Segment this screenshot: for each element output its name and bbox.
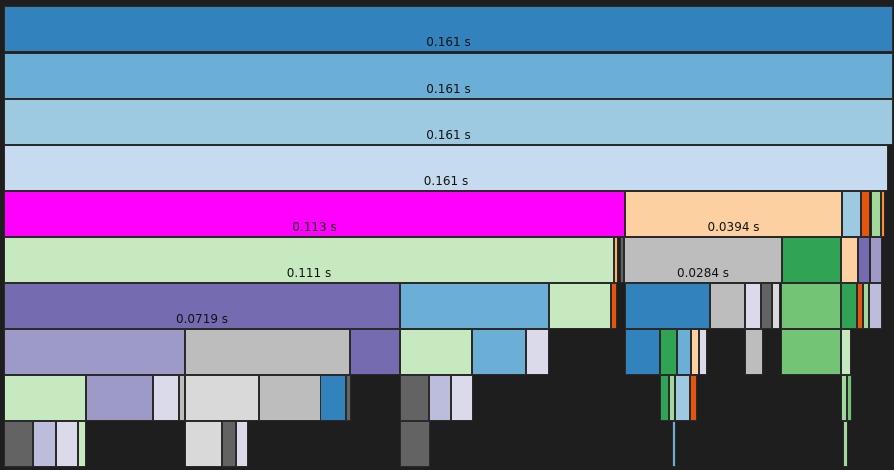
- flame-frame[interactable]: [677, 329, 691, 375]
- flame-frame[interactable]: 0.113 s: [4, 191, 625, 237]
- flame-frame[interactable]: [699, 329, 707, 375]
- flame-frame[interactable]: [660, 375, 669, 421]
- flame-frame[interactable]: [4, 421, 33, 467]
- flame-frame[interactable]: [871, 191, 881, 237]
- frame-duration-label: 0.161 s: [423, 174, 469, 188]
- flame-frame[interactable]: [429, 375, 451, 421]
- flame-frame[interactable]: [690, 375, 697, 421]
- flame-frame[interactable]: [841, 283, 857, 329]
- flame-frame[interactable]: [222, 421, 236, 467]
- frame-duration-label: 0.161 s: [426, 128, 471, 142]
- flame-frame[interactable]: [4, 329, 185, 375]
- flame-frame[interactable]: [56, 421, 78, 467]
- flame-frame[interactable]: [179, 375, 185, 421]
- flame-frame[interactable]: [660, 329, 677, 375]
- flame-frame[interactable]: [782, 237, 841, 283]
- flame-frame[interactable]: [625, 329, 660, 375]
- flame-frame[interactable]: [185, 375, 259, 421]
- flame-frame[interactable]: [863, 283, 869, 329]
- flame-frame[interactable]: [549, 283, 611, 329]
- flame-frame[interactable]: [870, 237, 882, 283]
- flame-frame[interactable]: [350, 329, 400, 375]
- frame-duration-label: 0.161 s: [426, 35, 471, 49]
- flame-frame[interactable]: [185, 329, 350, 375]
- flame-frame[interactable]: [869, 283, 882, 329]
- flame-frame[interactable]: [861, 191, 870, 237]
- flame-frame[interactable]: [400, 375, 429, 421]
- flame-frame[interactable]: [400, 421, 430, 467]
- flame-frame[interactable]: 0.161 s: [4, 145, 888, 191]
- flame-frame[interactable]: [78, 421, 86, 467]
- flame-frame[interactable]: [611, 283, 617, 329]
- flame-frame[interactable]: [451, 375, 473, 421]
- flame-frame[interactable]: [153, 375, 179, 421]
- flame-frame[interactable]: [346, 375, 351, 421]
- flame-frame[interactable]: [745, 283, 761, 329]
- flame-frame[interactable]: [400, 329, 472, 375]
- flame-frame[interactable]: [236, 421, 248, 467]
- flame-frame[interactable]: [842, 191, 861, 237]
- flame-frame[interactable]: [472, 329, 526, 375]
- flame-frame[interactable]: [620, 237, 624, 283]
- flame-frame[interactable]: [320, 375, 346, 421]
- flame-frame[interactable]: 0.111 s: [4, 237, 614, 283]
- flame-frame[interactable]: [259, 375, 321, 421]
- frame-duration-label: 0.161 s: [426, 82, 471, 96]
- flame-frame[interactable]: 0.161 s: [4, 53, 893, 99]
- flame-frame[interactable]: [526, 329, 549, 375]
- flame-frame[interactable]: [841, 329, 851, 375]
- frame-duration-label: 0.0719 s: [175, 312, 229, 326]
- flame-frame[interactable]: [33, 421, 56, 467]
- flame-frame[interactable]: 0.0719 s: [4, 283, 400, 329]
- flame-frame[interactable]: [841, 375, 847, 421]
- flame-frame[interactable]: [4, 375, 86, 421]
- flame-frame[interactable]: [781, 329, 841, 375]
- flame-frame[interactable]: [745, 329, 763, 375]
- flame-frame[interactable]: 0.0394 s: [625, 191, 842, 237]
- flame-frame[interactable]: [672, 421, 676, 467]
- flame-frame[interactable]: [847, 375, 852, 421]
- flame-frame[interactable]: 0.0284 s: [624, 237, 782, 283]
- frame-duration-label: 0.0284 s: [676, 266, 730, 280]
- flame-frame[interactable]: [691, 329, 699, 375]
- flame-frame[interactable]: 0.161 s: [4, 99, 893, 145]
- flame-frame[interactable]: [857, 283, 863, 329]
- flame-frame[interactable]: [772, 283, 780, 329]
- flame-frame[interactable]: [86, 375, 153, 421]
- flame-frame[interactable]: [400, 283, 549, 329]
- flame-frame[interactable]: [675, 375, 690, 421]
- frame-duration-label: 0.0394 s: [707, 220, 760, 234]
- flame-frame[interactable]: [858, 237, 870, 283]
- flame-frame[interactable]: [185, 421, 222, 467]
- flame-frame[interactable]: [761, 283, 772, 329]
- frame-duration-label: 0.111 s: [286, 266, 332, 280]
- flame-frame[interactable]: [841, 237, 858, 283]
- flame-frame[interactable]: 0.161 s: [4, 6, 893, 52]
- flame-frame[interactable]: [881, 191, 885, 237]
- frame-duration-label: 0.113 s: [292, 220, 337, 234]
- flame-frame[interactable]: [614, 237, 618, 283]
- flame-frame[interactable]: [669, 375, 675, 421]
- flame-frame[interactable]: [625, 283, 710, 329]
- flame-frame[interactable]: [843, 421, 848, 467]
- flame-frame[interactable]: [710, 283, 745, 329]
- flame-frame[interactable]: [781, 283, 841, 329]
